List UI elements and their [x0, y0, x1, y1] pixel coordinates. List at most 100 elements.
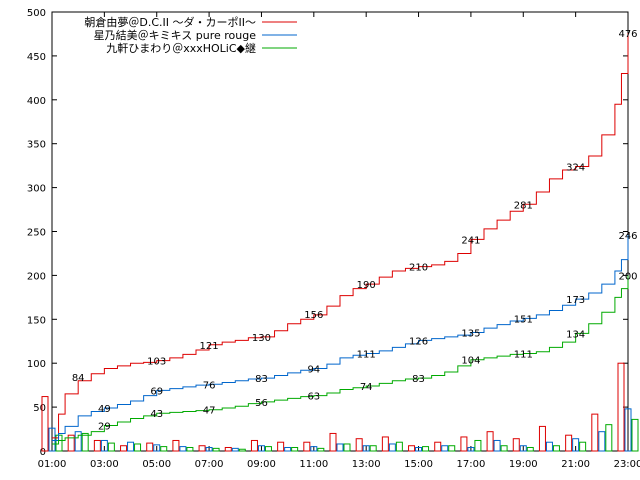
bar-1 — [277, 441, 285, 452]
bar-1 — [355, 438, 363, 452]
bar-3 — [291, 446, 299, 452]
bar-2 — [572, 438, 580, 452]
bar-2 — [388, 443, 396, 452]
data-label: 151 — [514, 314, 533, 325]
bar-3 — [317, 447, 325, 452]
data-label: 83 — [412, 374, 425, 385]
data-label: 111 — [514, 350, 533, 361]
data-label: 47 — [203, 406, 216, 417]
data-label: 190 — [357, 280, 376, 291]
data-label: 69 — [150, 386, 163, 397]
bar-2 — [624, 408, 632, 452]
data-label: 156 — [304, 310, 323, 321]
data-label: 200 — [618, 271, 637, 282]
data-label: 281 — [514, 200, 533, 211]
data-label: 111 — [357, 350, 376, 361]
bar-3 — [238, 448, 246, 452]
bar-1 — [408, 445, 416, 452]
bar-2 — [310, 446, 318, 452]
bar-1 — [250, 439, 258, 452]
legend-label-2: 星乃結美＠キミキス pure rouge — [94, 28, 257, 42]
y-tick-label: 350 — [27, 140, 46, 151]
bar-3 — [134, 443, 142, 452]
y-tick-label: 0 — [40, 447, 46, 458]
x-tick-label: 13:00 — [352, 459, 381, 470]
bar-1 — [67, 434, 75, 452]
data-label: 135 — [461, 328, 480, 339]
data-label: 74 — [360, 382, 373, 393]
y-tick-label: 450 — [27, 52, 46, 63]
plot-frame — [51, 11, 629, 452]
bar-3 — [81, 432, 89, 452]
bar-3 — [160, 446, 168, 452]
data-label: 126 — [409, 336, 428, 347]
data-label: 246 — [618, 231, 637, 242]
bar-2 — [336, 443, 344, 452]
y-tick-label: 150 — [27, 315, 46, 326]
x-tick-label: 19:00 — [509, 459, 538, 470]
bar-3 — [552, 445, 560, 452]
data-label: 43 — [150, 409, 163, 420]
bar-1 — [434, 441, 442, 452]
legend-label-3: 九軒ひまわり＠xxxHOLiC◆継 — [106, 41, 256, 55]
bar-2 — [362, 445, 370, 452]
bar-1 — [329, 432, 337, 452]
y-tick-label: 250 — [27, 228, 46, 239]
bar-3 — [369, 445, 377, 452]
legend-label-1: 朝倉由夢＠D.C.II ～ダ・カーポII～ — [84, 15, 256, 29]
bar-2 — [519, 445, 527, 452]
bar-3 — [631, 418, 639, 452]
bar-3 — [579, 441, 587, 452]
data-label: 476 — [618, 29, 637, 40]
bar-1 — [146, 442, 154, 452]
data-label: 49 — [98, 404, 111, 415]
x-tick-label: 09:00 — [247, 459, 276, 470]
data-label: 324 — [566, 163, 585, 174]
bar-2 — [74, 431, 82, 452]
y-tick-label: 100 — [27, 359, 46, 370]
y-tick-label: 400 — [27, 96, 46, 107]
bar-1 — [460, 436, 468, 452]
bar-2 — [598, 431, 606, 452]
data-label: 104 — [461, 356, 480, 367]
x-tick-label: 01:00 — [38, 459, 67, 470]
bar-2 — [127, 441, 135, 452]
data-label: 83 — [255, 374, 268, 385]
x-tick-label: 07:00 — [195, 459, 224, 470]
bar-3 — [343, 443, 351, 452]
data-label: 130 — [252, 333, 271, 344]
bar-3 — [500, 445, 508, 452]
x-tick-label: 21:00 — [561, 459, 590, 470]
series-line-2 — [52, 235, 629, 441]
bar-2 — [257, 445, 265, 452]
data-label: 56 — [255, 398, 268, 409]
bar-2 — [179, 446, 187, 452]
series-line-3 — [52, 275, 629, 445]
data-label: 173 — [566, 295, 585, 306]
bar-1 — [486, 431, 494, 452]
x-tick-label: 15:00 — [404, 459, 433, 470]
data-label: 94 — [307, 364, 320, 375]
bar-3 — [186, 446, 194, 452]
data-label: 210 — [409, 263, 428, 274]
bar-2 — [415, 446, 423, 452]
data-label: 121 — [200, 341, 219, 352]
bar-1 — [617, 362, 625, 452]
x-tick-label: 23:00 — [614, 459, 640, 470]
data-label: 84 — [72, 373, 85, 384]
data-label: 63 — [307, 392, 320, 403]
bar-2 — [100, 439, 108, 452]
bar-1 — [198, 445, 206, 452]
bar-3 — [395, 441, 403, 452]
bar-1 — [512, 438, 520, 452]
series-line-1 — [52, 33, 629, 439]
bar-3 — [474, 439, 482, 452]
bar-2 — [231, 447, 239, 452]
bar-3 — [605, 424, 613, 452]
x-tick-label: 03:00 — [90, 459, 119, 470]
bar-2 — [48, 427, 56, 452]
bar-2 — [493, 439, 501, 452]
bar-1 — [565, 434, 573, 452]
